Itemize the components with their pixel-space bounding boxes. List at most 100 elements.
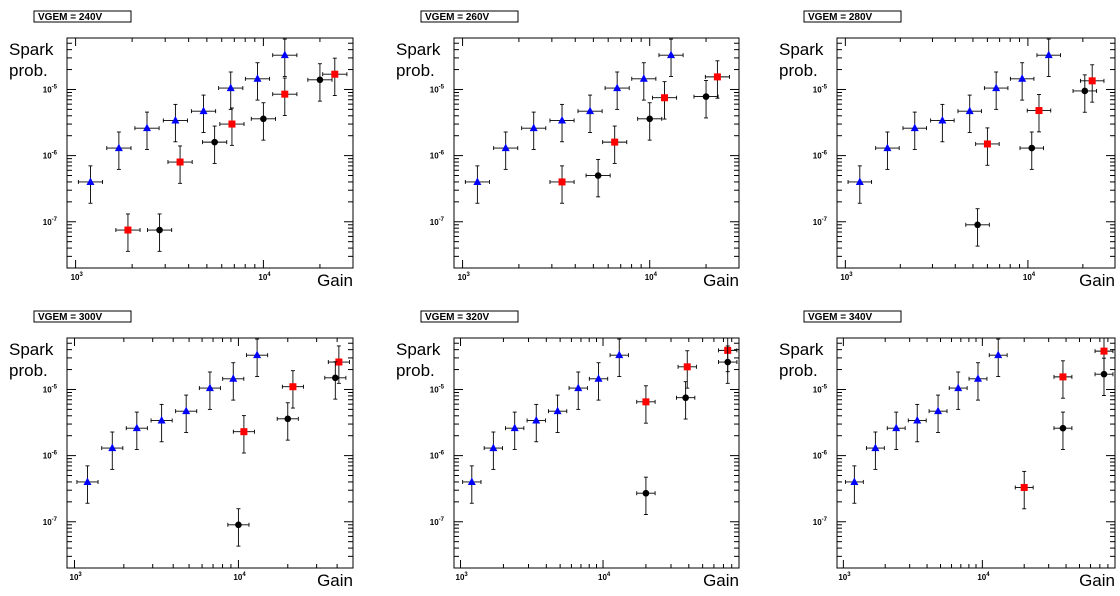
- plot-frame: [66, 37, 354, 269]
- triangle-marker: [992, 83, 1001, 92]
- data-point-triangle: [988, 338, 1008, 377]
- data-point-triangle: [175, 394, 198, 433]
- triangle-marker: [994, 350, 1003, 359]
- chart-title: VGEM = 340V: [808, 312, 873, 323]
- y-axis-label: prob.: [9, 61, 48, 80]
- x-tick-label: 103: [838, 572, 851, 582]
- x-tick-label: 104: [645, 272, 658, 282]
- data-point-square: [1014, 470, 1034, 510]
- circle-marker: [235, 521, 242, 529]
- data-point-triangle: [464, 165, 490, 204]
- data-point-triangle: [875, 131, 900, 170]
- chart-title-box: [803, 10, 902, 23]
- triangle-marker: [871, 443, 880, 452]
- square-marker: [661, 94, 669, 102]
- circle-marker: [156, 226, 163, 234]
- y-axis-label: Spark: [9, 40, 54, 59]
- data-point-square: [602, 125, 628, 164]
- data-point-square: [115, 213, 141, 252]
- circle-marker: [594, 172, 602, 179]
- y-axis-label: prob.: [9, 361, 48, 380]
- data-point-square: [219, 107, 245, 146]
- triangle-marker: [132, 423, 141, 432]
- circle-marker: [284, 415, 292, 423]
- data-point-triangle: [547, 394, 568, 433]
- y-tick-label: 10-7: [813, 217, 828, 227]
- data-point-circle: [147, 213, 173, 252]
- data-point-triangle: [930, 103, 955, 143]
- y-axis-label: Spark: [396, 40, 441, 59]
- triangle-marker: [467, 477, 476, 485]
- triangle-marker: [883, 143, 892, 152]
- triangle-marker: [1044, 50, 1053, 59]
- x-axis-label: Gain: [317, 571, 353, 590]
- y-axis-label: prob.: [779, 361, 818, 380]
- circle-marker: [646, 115, 654, 123]
- data-point-triangle: [526, 403, 546, 443]
- data-point-triangle: [134, 111, 160, 150]
- triangle-marker: [558, 115, 567, 124]
- triangle-marker: [913, 415, 922, 424]
- y-tick-label: 10-5: [43, 84, 58, 94]
- triangle-marker: [667, 50, 676, 59]
- plot-frame: [836, 37, 1116, 269]
- data-point-triangle: [244, 62, 271, 101]
- data-point-square: [1079, 64, 1105, 103]
- square-marker: [1059, 373, 1067, 381]
- y-axis-label: prob.: [396, 61, 435, 80]
- data-point-triangle: [948, 371, 968, 410]
- data-point-triangle: [968, 362, 988, 401]
- data-point-triangle: [588, 362, 609, 401]
- y-axis-label: prob.: [779, 61, 818, 80]
- chart-panel: VGEM = 240V Spark prob. Gain 10-7 10-6 10-5 103…: [9, 10, 354, 290]
- chart-title: VGEM = 300V: [38, 312, 103, 323]
- square-marker: [331, 70, 339, 78]
- data-point-triangle: [77, 165, 104, 204]
- y-axis-label: Spark: [779, 40, 824, 59]
- triangle-marker: [594, 374, 603, 382]
- data-point-triangle: [106, 131, 132, 170]
- data-point-triangle: [577, 94, 603, 133]
- data-point-circle: [1019, 131, 1044, 170]
- data-point-triangle: [604, 71, 630, 110]
- y-tick-label: 10-6: [43, 151, 58, 161]
- square-marker: [335, 358, 343, 366]
- data-point-circle: [585, 159, 611, 198]
- x-tick-label: 103: [458, 272, 471, 282]
- y-tick-label: 10-5: [430, 384, 445, 394]
- square-marker: [611, 138, 619, 146]
- data-point-triangle: [886, 411, 906, 450]
- triangle-marker: [553, 406, 562, 415]
- y-tick-label: 10-5: [43, 384, 58, 394]
- triangle-marker: [108, 443, 117, 452]
- chart-title-box: [803, 310, 902, 323]
- data-point-square: [281, 370, 304, 409]
- y-axis-label: Spark: [779, 340, 824, 359]
- triangle-marker: [280, 50, 289, 59]
- y-tick-label: 10-7: [43, 517, 58, 527]
- circle-marker: [1081, 87, 1089, 95]
- triangle-marker: [954, 383, 963, 392]
- x-axis-label: Gain: [1079, 271, 1115, 290]
- circle-marker: [642, 489, 650, 497]
- data-point-square: [549, 165, 575, 204]
- data-point-triangle: [272, 38, 298, 77]
- data-point-square: [1053, 360, 1073, 399]
- chart-panel: VGEM = 300V Spark prob. Gain 10-7 10-6 10-5 103…: [9, 310, 354, 590]
- triangle-marker: [529, 123, 538, 132]
- triangle-marker: [182, 406, 191, 415]
- triangle-marker: [171, 115, 180, 124]
- x-tick-label: 104: [1023, 272, 1036, 282]
- data-point-circle: [965, 208, 990, 247]
- chart-title-box: [420, 10, 519, 23]
- circle-marker: [316, 76, 324, 84]
- data-point-circle: [1053, 411, 1073, 450]
- circle-marker: [1028, 144, 1036, 152]
- chart-title-box: [33, 10, 132, 23]
- data-point-triangle: [125, 411, 148, 450]
- y-axis-label: prob.: [396, 361, 435, 380]
- triangle-marker: [973, 374, 982, 382]
- data-point-circle: [1072, 74, 1098, 113]
- x-tick-label: 103: [456, 572, 469, 582]
- data-point-triangle: [505, 411, 525, 450]
